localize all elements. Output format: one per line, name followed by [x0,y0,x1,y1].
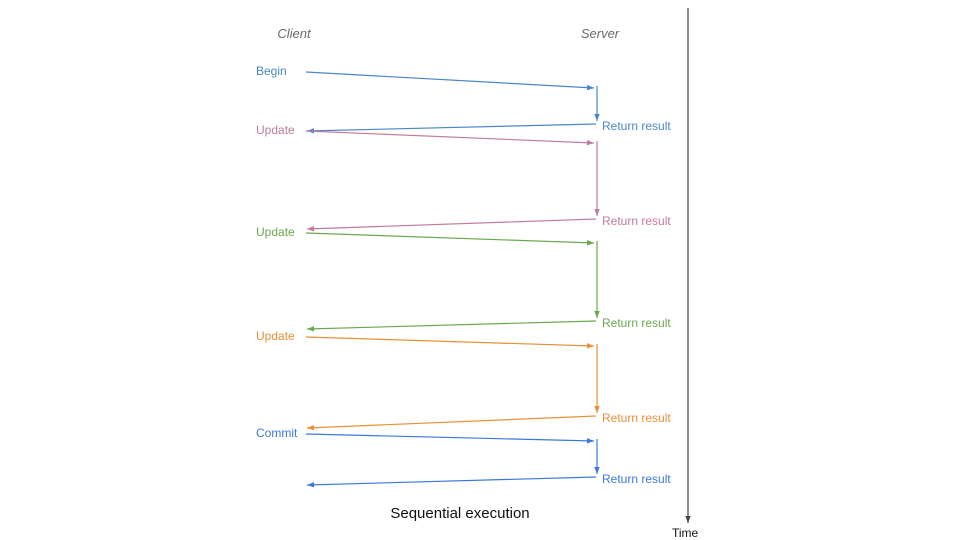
server-hold-line-0-arrowhead [594,114,600,121]
response-line-1 [306,218,597,230]
request-line-3 [305,336,595,347]
message-label-update-3: Update [256,329,295,343]
request-line-0 [305,71,595,89]
return-result-label-1: Return result [602,119,671,133]
request-line-3-arrowhead [586,343,594,349]
server-hold-line-4-arrowhead [594,467,600,474]
request-line-4-arrowhead [586,438,594,444]
return-result-label-5: Return result [602,472,671,486]
message-label-update-2: Update [256,225,295,239]
server-hold-line-2-arrowhead [594,311,600,318]
request-line-0-arrowhead [586,84,594,91]
message-label-begin: Begin [256,64,287,78]
time-axis-label: Time [672,526,699,540]
diagram-caption: Sequential execution [390,505,530,522]
return-result-label-4: Return result [602,411,671,425]
return-result-label-3: Return result [602,316,671,330]
client-lifeline-label: Client [277,26,311,41]
server-hold-line-3-arrowhead [594,406,600,413]
request-line-1-arrowhead [586,140,594,146]
time-axis-arrowhead [685,516,691,523]
response-line-4-arrowhead [307,482,315,488]
response-line-4 [306,476,597,486]
message-label-commit: Commit [256,426,298,440]
response-line-2-arrowhead [307,326,315,332]
request-line-2 [305,232,595,244]
response-line-2 [306,320,597,330]
request-line-1 [305,130,595,144]
server-lifeline-label: Server [580,26,620,41]
response-line-3 [306,415,597,429]
request-line-4 [305,433,595,442]
return-result-label-2: Return result [602,214,671,228]
message-label-update-1: Update [256,123,295,137]
server-hold-line-1-arrowhead [594,209,600,216]
response-line-0 [306,123,597,132]
response-line-3-arrowhead [307,425,315,431]
response-line-1-arrowhead [307,226,315,232]
request-line-2-arrowhead [586,240,594,246]
